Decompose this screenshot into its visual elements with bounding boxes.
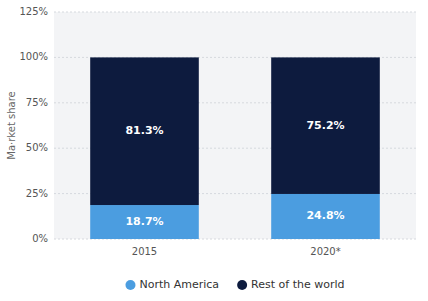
legend: North America Rest of the world xyxy=(125,278,344,291)
y-tick-label: 100% xyxy=(19,51,48,62)
legend-label: North America xyxy=(139,278,219,291)
y-tick-label: 75% xyxy=(26,97,48,108)
bar-segment xyxy=(90,57,199,205)
legend-marker xyxy=(237,280,247,290)
y-axis-label: Ma·rket share xyxy=(6,91,17,159)
y-tick-label: 0% xyxy=(32,233,48,244)
bar-segment xyxy=(90,205,199,239)
data-label: 24.8% xyxy=(306,209,344,222)
bar-segment xyxy=(271,194,380,239)
plot-background xyxy=(54,12,416,239)
x-axis: 2015 2020* xyxy=(132,246,341,257)
bar-segment xyxy=(271,57,380,194)
data-label: 75.2% xyxy=(306,119,344,132)
legend-item: Rest of the world xyxy=(237,278,344,291)
y-tick-label: 25% xyxy=(26,188,48,199)
y-axis: 0% 25% 50% 75% 100% 125% xyxy=(19,6,48,244)
legend-marker xyxy=(125,280,135,290)
y-tick-label: 50% xyxy=(26,142,48,153)
chart-container: 0% 25% 50% 75% 100% 125% Ma·rket share 18.7% 24.… xyxy=(0,0,428,301)
y-tick-label: 125% xyxy=(19,6,48,17)
grid-line xyxy=(54,12,416,13)
x-tick-label: 2020* xyxy=(310,246,340,257)
bars xyxy=(90,57,380,239)
chart: 0% 25% 50% 75% 100% 125% Ma·rket share 18.7% 24.… xyxy=(0,0,428,301)
x-tick-label: 2015 xyxy=(132,246,157,257)
grid xyxy=(54,12,416,239)
data-labels: 18.7% 24.8% 81.3% 75.2% xyxy=(125,119,344,228)
legend-label: Rest of the world xyxy=(251,278,344,291)
data-label: 81.3% xyxy=(125,124,163,137)
legend-item: North America xyxy=(125,278,219,291)
data-label: 18.7% xyxy=(125,215,163,228)
